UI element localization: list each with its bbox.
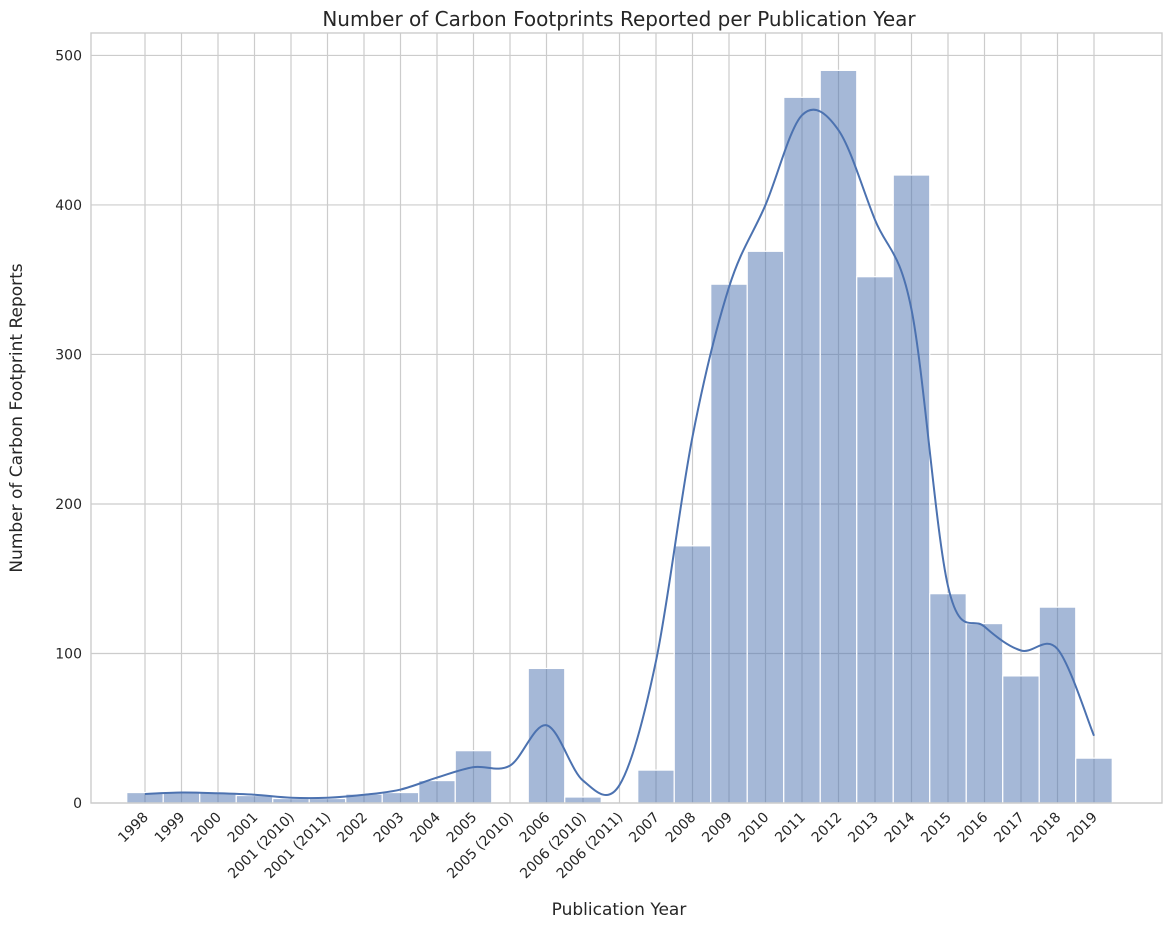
x-tick-label: 2000: [188, 810, 225, 847]
y-tick-label: 100: [55, 646, 82, 662]
x-tick-label: 2014: [882, 809, 919, 846]
y-axis-label: Number of Carbon Footprint Reports: [7, 263, 27, 572]
y-tick-label: 0: [73, 796, 82, 812]
x-tick-label: 2015: [918, 810, 955, 847]
bar-2015: [929, 593, 967, 804]
bar-1999: [162, 791, 201, 804]
bar-2014: [892, 174, 931, 804]
y-tick-label: 200: [55, 497, 82, 513]
bar-2011: [783, 96, 821, 804]
bar-2009: [710, 283, 748, 804]
x-tick-label: 2004: [407, 809, 444, 846]
bar-2012: [819, 69, 858, 804]
kde-curve: [144, 108, 1095, 800]
x-tick-label: 2018: [1028, 810, 1065, 847]
bar-2006-2010: [564, 796, 602, 804]
x-axis-label: Publication Year: [552, 900, 687, 920]
x-tick-label: 2013: [845, 810, 882, 847]
bar-2008: [673, 545, 712, 804]
x-tick-label: 2009: [699, 810, 736, 847]
x-tick-label: 1998: [115, 810, 152, 847]
bars: [126, 69, 1113, 804]
bar-2016: [965, 622, 1004, 804]
y-tick-label: 300: [55, 347, 82, 363]
bar-2010: [746, 250, 785, 804]
bar-2007: [637, 769, 675, 804]
kde-curve-group: [144, 108, 1095, 800]
bar-2013: [856, 276, 894, 804]
x-tick-label: 2008: [663, 810, 700, 847]
y-tick-labels: 0 100 200 300 400 500: [55, 48, 82, 812]
x-tick-label: 2003: [371, 810, 408, 847]
chart-title: Number of Carbon Footprints Reported per…: [322, 7, 916, 31]
bar-2004: [418, 779, 456, 804]
bar-2006: [527, 667, 566, 804]
x-tick-label: 1999: [152, 810, 189, 847]
bar-2017: [1002, 675, 1040, 804]
x-tick-label: 2012: [809, 810, 846, 847]
x-tick-label: 2002: [334, 810, 371, 847]
bar-2003: [381, 791, 420, 804]
bar-2019: [1075, 757, 1113, 804]
y-tick-label: 400: [55, 198, 82, 214]
y-tick-label: 500: [55, 48, 82, 64]
plot-frame: [90, 32, 1163, 804]
bar-2005: [454, 750, 493, 804]
x-tick-label: 2007: [626, 810, 663, 847]
bar-2018: [1038, 606, 1077, 804]
x-tick-label: 2011: [772, 810, 809, 847]
x-tick-label: 2017: [991, 810, 1028, 847]
x-tick-label: 2016: [955, 809, 992, 846]
x-tick-label: 2010: [736, 810, 773, 847]
x-tick-label: 2019: [1064, 810, 1101, 847]
